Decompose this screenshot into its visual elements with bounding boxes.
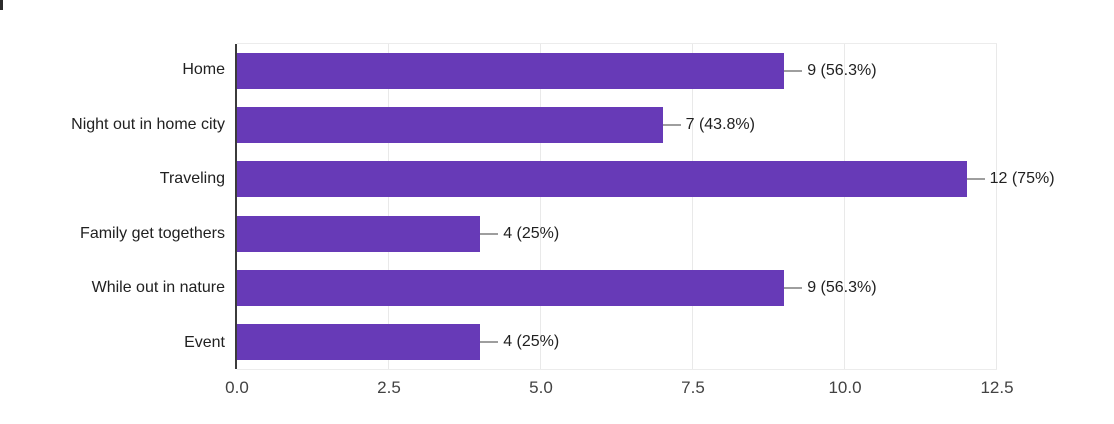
x-tick-label: 7.5 [681,378,705,397]
value-label: 12 (75%) [989,170,1055,188]
bar-row: 4 (25%) [237,207,997,261]
plot-area: 9 (56.3%) 7 (43.8%) 12 (75%) 4 (25%) 9 (56.3… [235,43,1055,370]
bar [237,107,663,144]
gridline [388,44,389,369]
bar-row: 12 (75%) [237,152,1055,206]
value-connector-line [784,70,803,73]
bar-row: 9 (56.3%) [237,261,997,315]
category-axis: Home Night out in home city Traveling Famil… [0,43,225,370]
bar [237,269,785,306]
bar [237,161,967,198]
value-connector-line [662,124,681,127]
category-label: Home [182,61,225,79]
bar [237,215,481,252]
category-label: Night out in home city [71,115,225,133]
category-label: Event [184,333,225,351]
bar-row: 9 (56.3%) [237,44,997,98]
bar [237,323,481,360]
value-callout: 12 (75%) [966,170,1055,188]
x-tick-label: 12.5 [980,378,1014,397]
y-axis-line [235,44,237,369]
value-callout: 4 (25%) [480,224,560,242]
value-label: 4 (25%) [503,224,560,242]
value-connector-line [966,178,985,181]
value-connector-line [480,232,499,235]
value-callout: 7 (43.8%) [662,116,755,134]
value-connector-line [480,340,499,343]
x-tick-label: 0.0 [225,378,249,397]
value-label: 7 (43.8%) [685,116,755,134]
value-callout: 9 (56.3%) [784,278,877,296]
value-label: 4 (25%) [503,332,560,350]
category-label: Family get togethers [80,224,225,242]
gridline [692,44,693,369]
value-callout: 4 (25%) [480,332,560,350]
bars-layer: 9 (56.3%) 7 (43.8%) 12 (75%) 4 (25%) 9 (56.3… [237,44,1055,369]
category-label: While out in nature [91,279,225,297]
screen-edge-artifact [0,0,3,10]
value-label: 9 (56.3%) [807,278,877,296]
bar [237,53,785,90]
gridline [540,44,541,369]
value-callout: 9 (56.3%) [784,62,877,80]
gridline [996,44,997,369]
x-tick-label: 2.5 [377,378,401,397]
bar-row: 4 (25%) [237,315,997,369]
value-label: 9 (56.3%) [807,62,877,80]
x-axis: 0.0 2.5 5.0 7.5 10.0 12.5 [225,377,1013,399]
gridline [844,44,845,369]
category-label: Traveling [159,170,225,188]
value-connector-line [784,286,803,289]
bar-row: 7 (43.8%) [237,98,997,152]
x-tick-label: 10.0 [828,378,862,397]
x-tick-label: 5.0 [529,378,553,397]
